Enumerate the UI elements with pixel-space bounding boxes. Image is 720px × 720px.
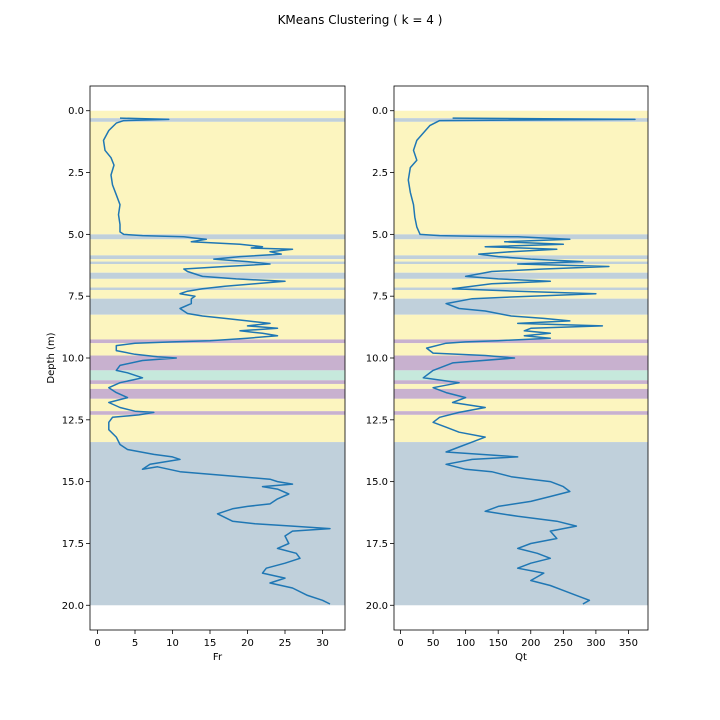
cluster-zone-c2 (90, 339, 345, 344)
chart-title: KMeans Clustering ( k = 4 ) (278, 13, 443, 27)
y-tick-label: 5.0 (68, 230, 84, 241)
cluster-zone-c0 (90, 290, 345, 299)
cluster-zone-c0 (90, 343, 345, 356)
cluster-zone-c3 (394, 370, 648, 381)
panel-fr: 0 5 10 15 20 25 30 0.0 2.5 5.0 7.5 10.0 12.5 15.0 17.5… (46, 85, 346, 663)
cluster-zone-c1 (90, 298, 345, 315)
x-tick-label: 200 (521, 638, 540, 649)
y-tick-label: 12.5 (62, 415, 84, 426)
cluster-zone-c1 (90, 118, 345, 122)
cluster-zone-c1 (394, 298, 648, 315)
cluster-zone-c0 (394, 110, 648, 119)
x-tick-label: 5 (132, 638, 138, 649)
y-tick-label: 0.0 (372, 106, 388, 117)
cluster-zones (90, 110, 345, 606)
cluster-zone-c1 (90, 234, 345, 240)
cluster-zone-c0 (394, 398, 648, 412)
cluster-zone-c1 (90, 287, 345, 290)
cluster-zone-c0 (90, 278, 345, 288)
cluster-zone-c2 (394, 355, 648, 371)
y-tick-label: 2.5 (372, 168, 388, 179)
cluster-zone-c0 (90, 259, 345, 262)
y-tick-label: 0.0 (68, 106, 84, 117)
y-tick-label: 10.0 (366, 354, 388, 365)
y-tick-label: 17.5 (366, 539, 388, 550)
x-axis-label: Qt (515, 652, 527, 663)
y-tick-label: 7.5 (372, 292, 388, 303)
cluster-zone-c2 (394, 339, 648, 344)
series-line-0 (407, 117, 636, 605)
cluster-zone-c2 (394, 380, 648, 384)
cluster-zone-c0 (90, 398, 345, 412)
y-tick-label: 17.5 (62, 539, 84, 550)
x-tick-label: 50 (427, 638, 440, 649)
cluster-zone-c0 (394, 264, 648, 273)
x-tick-label: 300 (586, 638, 605, 649)
cluster-zone-c2 (394, 388, 648, 399)
cluster-zone-c0 (394, 383, 648, 389)
cluster-zone-c0 (90, 121, 345, 235)
x-tick-label: 0 (397, 638, 403, 649)
cluster-zone-c0 (90, 314, 345, 340)
y-tick-label: 15.0 (62, 477, 84, 488)
x-tick-label: 30 (316, 638, 329, 649)
panel-qt: 0 50 100 150 200 250 300 350 0.0 2.5 5.0 7.5 10.0 12.… (366, 85, 649, 663)
y-axis-label: Depth (m) (46, 332, 57, 383)
cluster-zone-c3 (90, 370, 345, 381)
cluster-zone-c0 (90, 414, 345, 443)
cluster-zones (394, 110, 648, 606)
x-tick-label: 15 (204, 638, 217, 649)
x-tick-label: 0 (94, 638, 100, 649)
x-tick-label: 20 (241, 638, 254, 649)
cluster-zone-c1 (90, 272, 345, 279)
cluster-zone-c1 (90, 442, 345, 606)
cluster-zone-c1 (394, 287, 648, 290)
y-tick-label: 2.5 (68, 168, 84, 179)
cluster-zone-c1 (394, 442, 648, 606)
x-tick-label: 350 (619, 638, 638, 649)
y-tick-label: 7.5 (68, 292, 84, 303)
cluster-zone-c0 (394, 121, 648, 235)
cluster-zone-c0 (394, 259, 648, 262)
cluster-zone-c1 (394, 272, 648, 279)
y-tick-label: 10.0 (62, 354, 84, 365)
cluster-zone-c0 (394, 414, 648, 443)
cluster-zone-c1 (394, 255, 648, 260)
cluster-zone-c2 (90, 411, 345, 415)
x-tick-label: 10 (166, 638, 179, 649)
x-tick-label: 25 (279, 638, 292, 649)
cluster-zone-c0 (90, 264, 345, 273)
x-tick-label: 150 (489, 638, 508, 649)
cluster-zone-c0 (90, 110, 345, 119)
y-tick-label: 20.0 (366, 601, 388, 612)
cluster-zone-c0 (90, 383, 345, 389)
x-tick-label: 250 (554, 638, 573, 649)
cluster-zone-c1 (90, 261, 345, 265)
cluster-zone-c0 (90, 239, 345, 256)
y-tick-label: 15.0 (366, 477, 388, 488)
x-axis-label: Fr (213, 652, 223, 663)
cluster-zone-c0 (394, 290, 648, 299)
cluster-zone-c2 (90, 388, 345, 399)
cluster-zone-c1 (90, 255, 345, 260)
x-tick-label: 100 (456, 638, 475, 649)
y-tick-label: 5.0 (372, 230, 388, 241)
cluster-zone-c2 (394, 411, 648, 415)
y-tick-label: 20.0 (62, 601, 84, 612)
cluster-zone-c1 (394, 261, 648, 265)
cluster-zone-c2 (90, 380, 345, 384)
cluster-zone-c0 (394, 343, 648, 356)
series-line-0 (102, 117, 331, 605)
cluster-zone-c0 (394, 314, 648, 340)
y-tick-label: 12.5 (366, 415, 388, 426)
